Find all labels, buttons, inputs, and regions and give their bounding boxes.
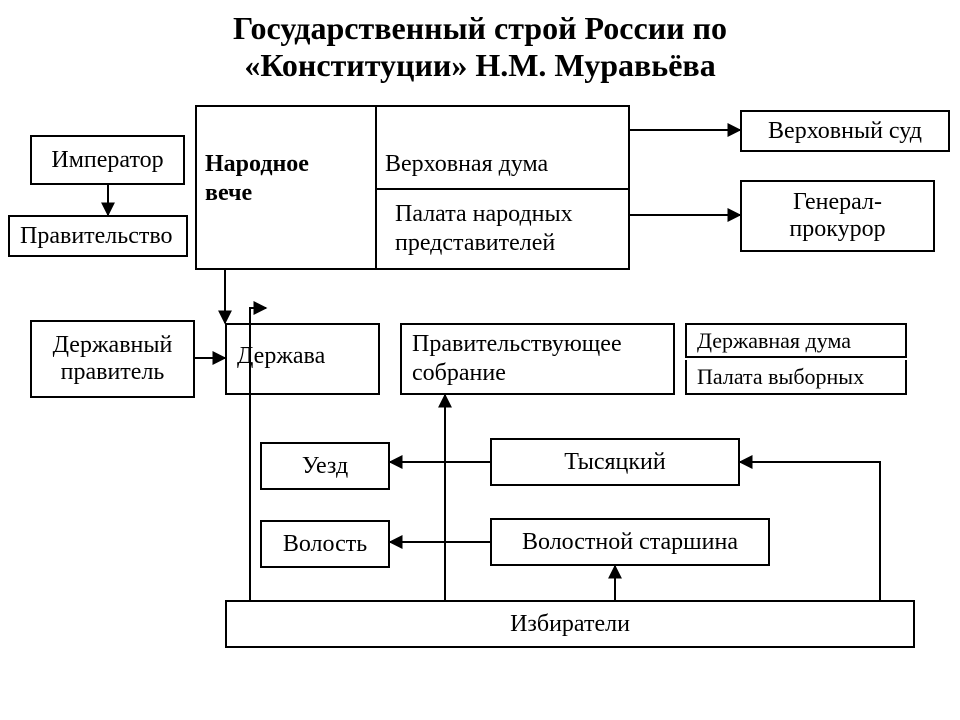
label-derzh-duma: Державная дума [697, 328, 851, 354]
label-tysyatsky: Тысяцкий [564, 449, 665, 476]
label-supreme-duma: Верховная дума [385, 150, 615, 179]
node-supreme-court: Верховный суд [740, 110, 950, 152]
label-emperor: Император [51, 147, 163, 174]
label-palata-np: Палата народных представителей [395, 200, 625, 258]
node-uezd: Уезд [260, 442, 390, 490]
diagram-stage: Государственный строй России по «Констит… [0, 0, 960, 720]
node-derzh-duma: Державная дума [685, 323, 907, 358]
label-palata-vyb: Палата выборных [697, 364, 864, 390]
label-derzh-ruler: Державный правитель [53, 332, 173, 386]
label-government: Правительство [20, 223, 173, 250]
node-tysyatsky: Тысяцкий [490, 438, 740, 486]
node-palata-vyb: Палата выборных [685, 360, 907, 395]
label-veche: Народное вече [205, 150, 365, 208]
label-voters: Избиратели [510, 611, 630, 638]
label-gov-assembly: Правительствующее собрание [412, 330, 622, 388]
node-volost: Волость [260, 520, 390, 568]
label-volost: Волость [283, 531, 367, 558]
veche-hdivider [375, 188, 630, 190]
label-derzhava: Держава [237, 343, 325, 370]
diagram-title: Государственный строй России по «Констит… [80, 10, 880, 84]
node-vol-starshina: Волостной старшина [490, 518, 770, 566]
node-voters: Избиратели [225, 600, 915, 648]
node-derzhava: Держава [225, 323, 380, 395]
node-derzh-ruler: Державный правитель [30, 320, 195, 398]
title-line1: Государственный строй России по [233, 10, 727, 46]
label-uezd: Уезд [302, 453, 348, 480]
title-line2: «Конституции» Н.М. Муравьёва [244, 47, 715, 83]
label-prosecutor: Генерал- прокурор [789, 189, 885, 243]
node-emperor: Император [30, 135, 185, 185]
node-gov-assembly: Правительствующее собрание [400, 323, 675, 395]
label-vol-starshina: Волостной старшина [522, 529, 738, 556]
label-supreme-court: Верховный суд [768, 118, 922, 145]
node-government: Правительство [8, 215, 188, 257]
node-prosecutor: Генерал- прокурор [740, 180, 935, 252]
